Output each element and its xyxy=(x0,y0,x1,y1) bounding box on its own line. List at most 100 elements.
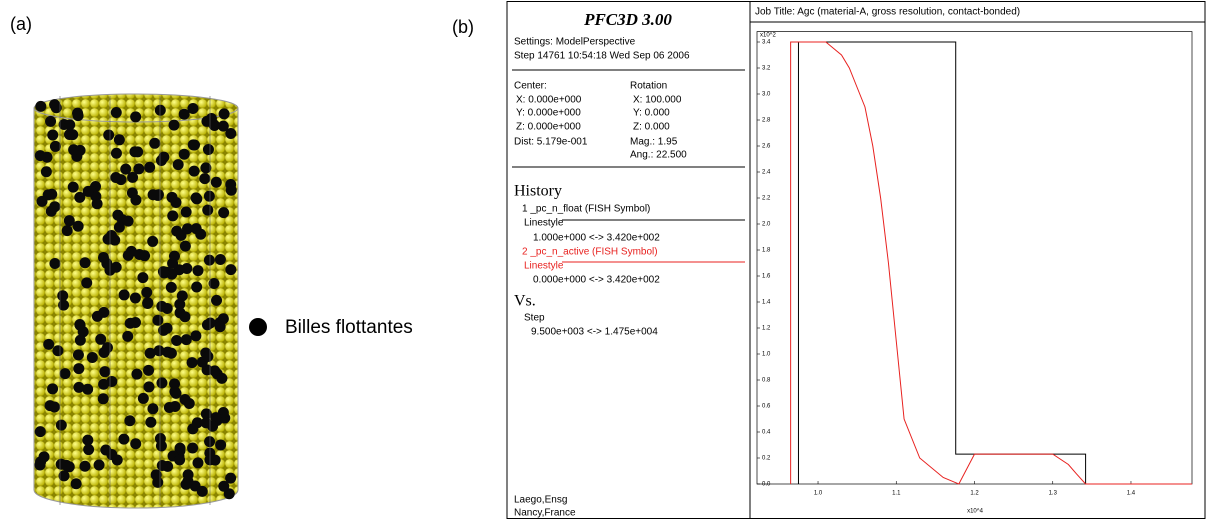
panel-label: (b) xyxy=(452,17,474,37)
floating-ball xyxy=(199,173,211,185)
floating-ball xyxy=(192,265,204,277)
floating-ball xyxy=(124,415,136,427)
floating-ball xyxy=(202,350,214,362)
chart-title: Job Title: Agc (material-A, gross resolu… xyxy=(755,7,1020,18)
floating-ball xyxy=(74,191,86,203)
text: History xyxy=(514,183,562,200)
text: Y: 0.000e+000 xyxy=(516,108,581,119)
floating-ball xyxy=(74,144,86,156)
legend-label: Billes flottantes xyxy=(285,317,413,338)
text: Laego,Ensg xyxy=(514,495,567,506)
x-tick-label: 1.3 xyxy=(1049,491,1058,497)
floating-ball xyxy=(225,264,237,276)
floating-ball xyxy=(153,345,165,357)
floating-ball xyxy=(178,148,190,160)
floating-ball xyxy=(52,345,64,357)
panel-label: (a) xyxy=(10,14,32,34)
floating-ball xyxy=(171,225,183,237)
floating-ball xyxy=(142,297,154,309)
floating-ball xyxy=(154,433,166,445)
series-line xyxy=(797,41,1192,485)
floating-ball xyxy=(188,165,200,177)
y-tick-label: 0.4 xyxy=(762,430,771,436)
y-tick-label: 2.2 xyxy=(762,196,771,202)
floating-ball xyxy=(86,351,98,363)
floating-ball xyxy=(180,334,192,346)
legend-dot xyxy=(249,318,267,336)
floating-ball xyxy=(203,190,215,202)
floating-ball xyxy=(35,100,47,112)
floating-ball xyxy=(103,129,115,141)
floating-ball xyxy=(122,330,134,342)
floating-ball xyxy=(145,416,157,428)
floating-ball xyxy=(72,107,84,119)
floating-ball xyxy=(72,220,84,232)
text: X: 0.000e+000 xyxy=(516,95,582,106)
y-tick-label: 0.0 xyxy=(762,482,771,488)
y-tick-label: 0.2 xyxy=(762,456,771,462)
floating-ball xyxy=(161,322,173,334)
x-tick-label: 1.1 xyxy=(892,491,901,497)
floating-ball xyxy=(147,403,159,415)
floating-ball xyxy=(179,240,191,252)
floating-ball xyxy=(218,207,230,219)
floating-ball xyxy=(99,366,111,378)
floating-ball xyxy=(190,192,202,204)
floating-ball xyxy=(82,185,94,197)
floating-ball xyxy=(156,459,168,471)
floating-ball xyxy=(156,377,168,389)
floating-ball xyxy=(97,393,109,405)
floating-ball xyxy=(137,272,149,284)
text: 1.000e+000 <-> 3.420e+002 xyxy=(533,233,660,244)
text: Rotation xyxy=(630,81,667,92)
y-tick-label: 1.8 xyxy=(762,248,771,254)
floating-ball xyxy=(133,163,145,175)
floating-ball xyxy=(162,346,174,358)
floating-ball xyxy=(81,277,93,289)
floating-ball xyxy=(172,159,184,171)
x-tick-label: 1.4 xyxy=(1127,491,1136,497)
floating-ball xyxy=(55,419,67,431)
floating-ball xyxy=(130,111,142,123)
floating-ball xyxy=(137,392,149,404)
plot-area xyxy=(756,31,1193,485)
floating-ball xyxy=(120,163,132,175)
text: 9.500e+003 <-> 1.475e+004 xyxy=(531,327,658,338)
floating-ball xyxy=(42,189,54,201)
floating-ball xyxy=(168,119,180,131)
floating-ball xyxy=(187,103,199,115)
text: Mag.: 1.95 xyxy=(630,137,678,148)
floating-ball xyxy=(129,292,141,304)
floating-ball xyxy=(144,161,156,173)
floating-ball xyxy=(98,378,110,390)
floating-ball xyxy=(49,140,61,152)
floating-ball xyxy=(169,400,181,412)
y-tick-label: 2.6 xyxy=(762,144,771,150)
legend-entry: 2 _pc_n_active (FISH Symbol) xyxy=(522,247,658,258)
text: Z: 0.000 xyxy=(633,122,670,133)
floating-ball xyxy=(61,225,73,237)
floating-ball xyxy=(201,319,213,331)
floating-ball xyxy=(166,191,178,203)
y-tick-label: 1.6 xyxy=(762,274,771,280)
floating-ball xyxy=(171,335,183,347)
floating-ball xyxy=(127,171,139,183)
floating-ball xyxy=(45,115,57,127)
floating-ball xyxy=(67,129,79,141)
floating-ball xyxy=(187,423,199,435)
floating-ball xyxy=(95,333,107,345)
floating-ball xyxy=(50,102,62,114)
floating-ball xyxy=(70,478,82,490)
floating-ball xyxy=(79,460,91,472)
floating-ball xyxy=(111,454,123,466)
text: Ang.: 22.500 xyxy=(630,150,687,161)
floating-ball xyxy=(200,417,212,429)
floating-ball xyxy=(67,181,79,193)
floating-ball xyxy=(147,189,159,201)
floating-ball xyxy=(174,454,186,466)
floating-ball xyxy=(58,470,70,482)
floating-ball xyxy=(43,338,55,350)
y-tick-label: 0.8 xyxy=(762,378,771,384)
floating-ball xyxy=(110,106,122,118)
floating-ball xyxy=(58,299,70,311)
